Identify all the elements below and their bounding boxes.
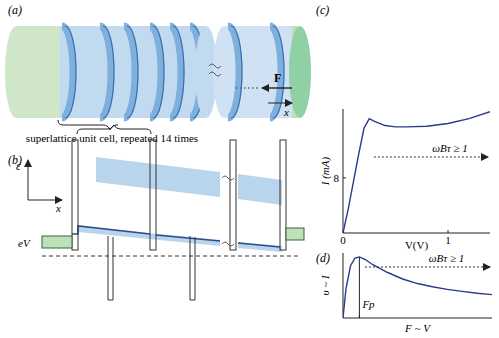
barrier [150, 140, 156, 250]
data-line [343, 257, 492, 318]
dotted-line [236, 87, 258, 89]
upper-miniband [96, 157, 220, 197]
well [108, 236, 113, 300]
upper-miniband [238, 174, 282, 205]
x-axis [343, 233, 490, 234]
layer-stripe [150, 26, 161, 118]
x-arrow [268, 103, 292, 104]
break-start [213, 26, 235, 118]
x-tick-label: 1 [445, 234, 451, 246]
caption: superlattice unit cell, repeated 14 time… [26, 132, 198, 144]
layer-stripe [103, 26, 114, 118]
energy-axis [28, 160, 29, 200]
data-line [343, 112, 490, 233]
contact-left [16, 26, 60, 118]
plot-area [343, 112, 490, 233]
layer-stripe [270, 26, 281, 118]
bias-label: eV [18, 237, 31, 249]
band-edge [72, 226, 280, 247]
layer-stripe [173, 26, 184, 118]
fermi-level [42, 256, 300, 257]
force-arrow [262, 87, 292, 88]
superlattice-body [60, 26, 206, 118]
axis-label: x [283, 106, 289, 118]
peak-guide [359, 257, 360, 318]
panel-label: (a) [8, 3, 22, 17]
barrier [72, 140, 78, 250]
layer-stripe [127, 26, 138, 118]
y-axis [343, 109, 344, 233]
contact-left [42, 236, 72, 248]
barrier [280, 140, 286, 250]
x-axis-label: V(V) [405, 239, 429, 252]
unit-cell-bracket [77, 125, 151, 134]
x-axis-label: F ~ V [404, 322, 431, 334]
x-axis [28, 200, 62, 201]
layer-stripe [124, 26, 135, 118]
annotation-arrow [374, 157, 488, 158]
y-axis-label: υ ~ I [319, 274, 331, 296]
layer-stripe [65, 26, 76, 118]
layer-stripe [170, 26, 181, 118]
break-mark [222, 176, 234, 246]
plot-area [343, 257, 492, 318]
x-tick-label: Fp [361, 298, 375, 310]
energy-label: ε [16, 159, 21, 173]
x-tick-label: 0 [340, 234, 346, 246]
layer-stripe [62, 26, 73, 118]
y-tick [343, 177, 346, 178]
annotation-arrow [365, 267, 490, 268]
layer-stripe [273, 26, 284, 118]
contact-face [289, 26, 311, 118]
y-axis-label: I (mA) [319, 156, 332, 186]
x-tick [448, 230, 449, 233]
barrier [230, 140, 236, 250]
force-label: F [274, 71, 281, 85]
x-axis [343, 318, 492, 319]
layer-stripe [153, 26, 164, 118]
well [190, 236, 195, 300]
annotation: ωBτ ≥ 1 [429, 252, 464, 264]
panel-label: (c) [316, 3, 329, 17]
annotation: ωBτ ≥ 1 [432, 142, 467, 154]
break-mark [209, 64, 221, 76]
layer-stripe [100, 26, 111, 118]
panel-label: (d) [316, 251, 330, 265]
contact-right [286, 228, 304, 240]
axis-label: x [55, 202, 61, 214]
y-tick-label: 8 [334, 172, 340, 184]
